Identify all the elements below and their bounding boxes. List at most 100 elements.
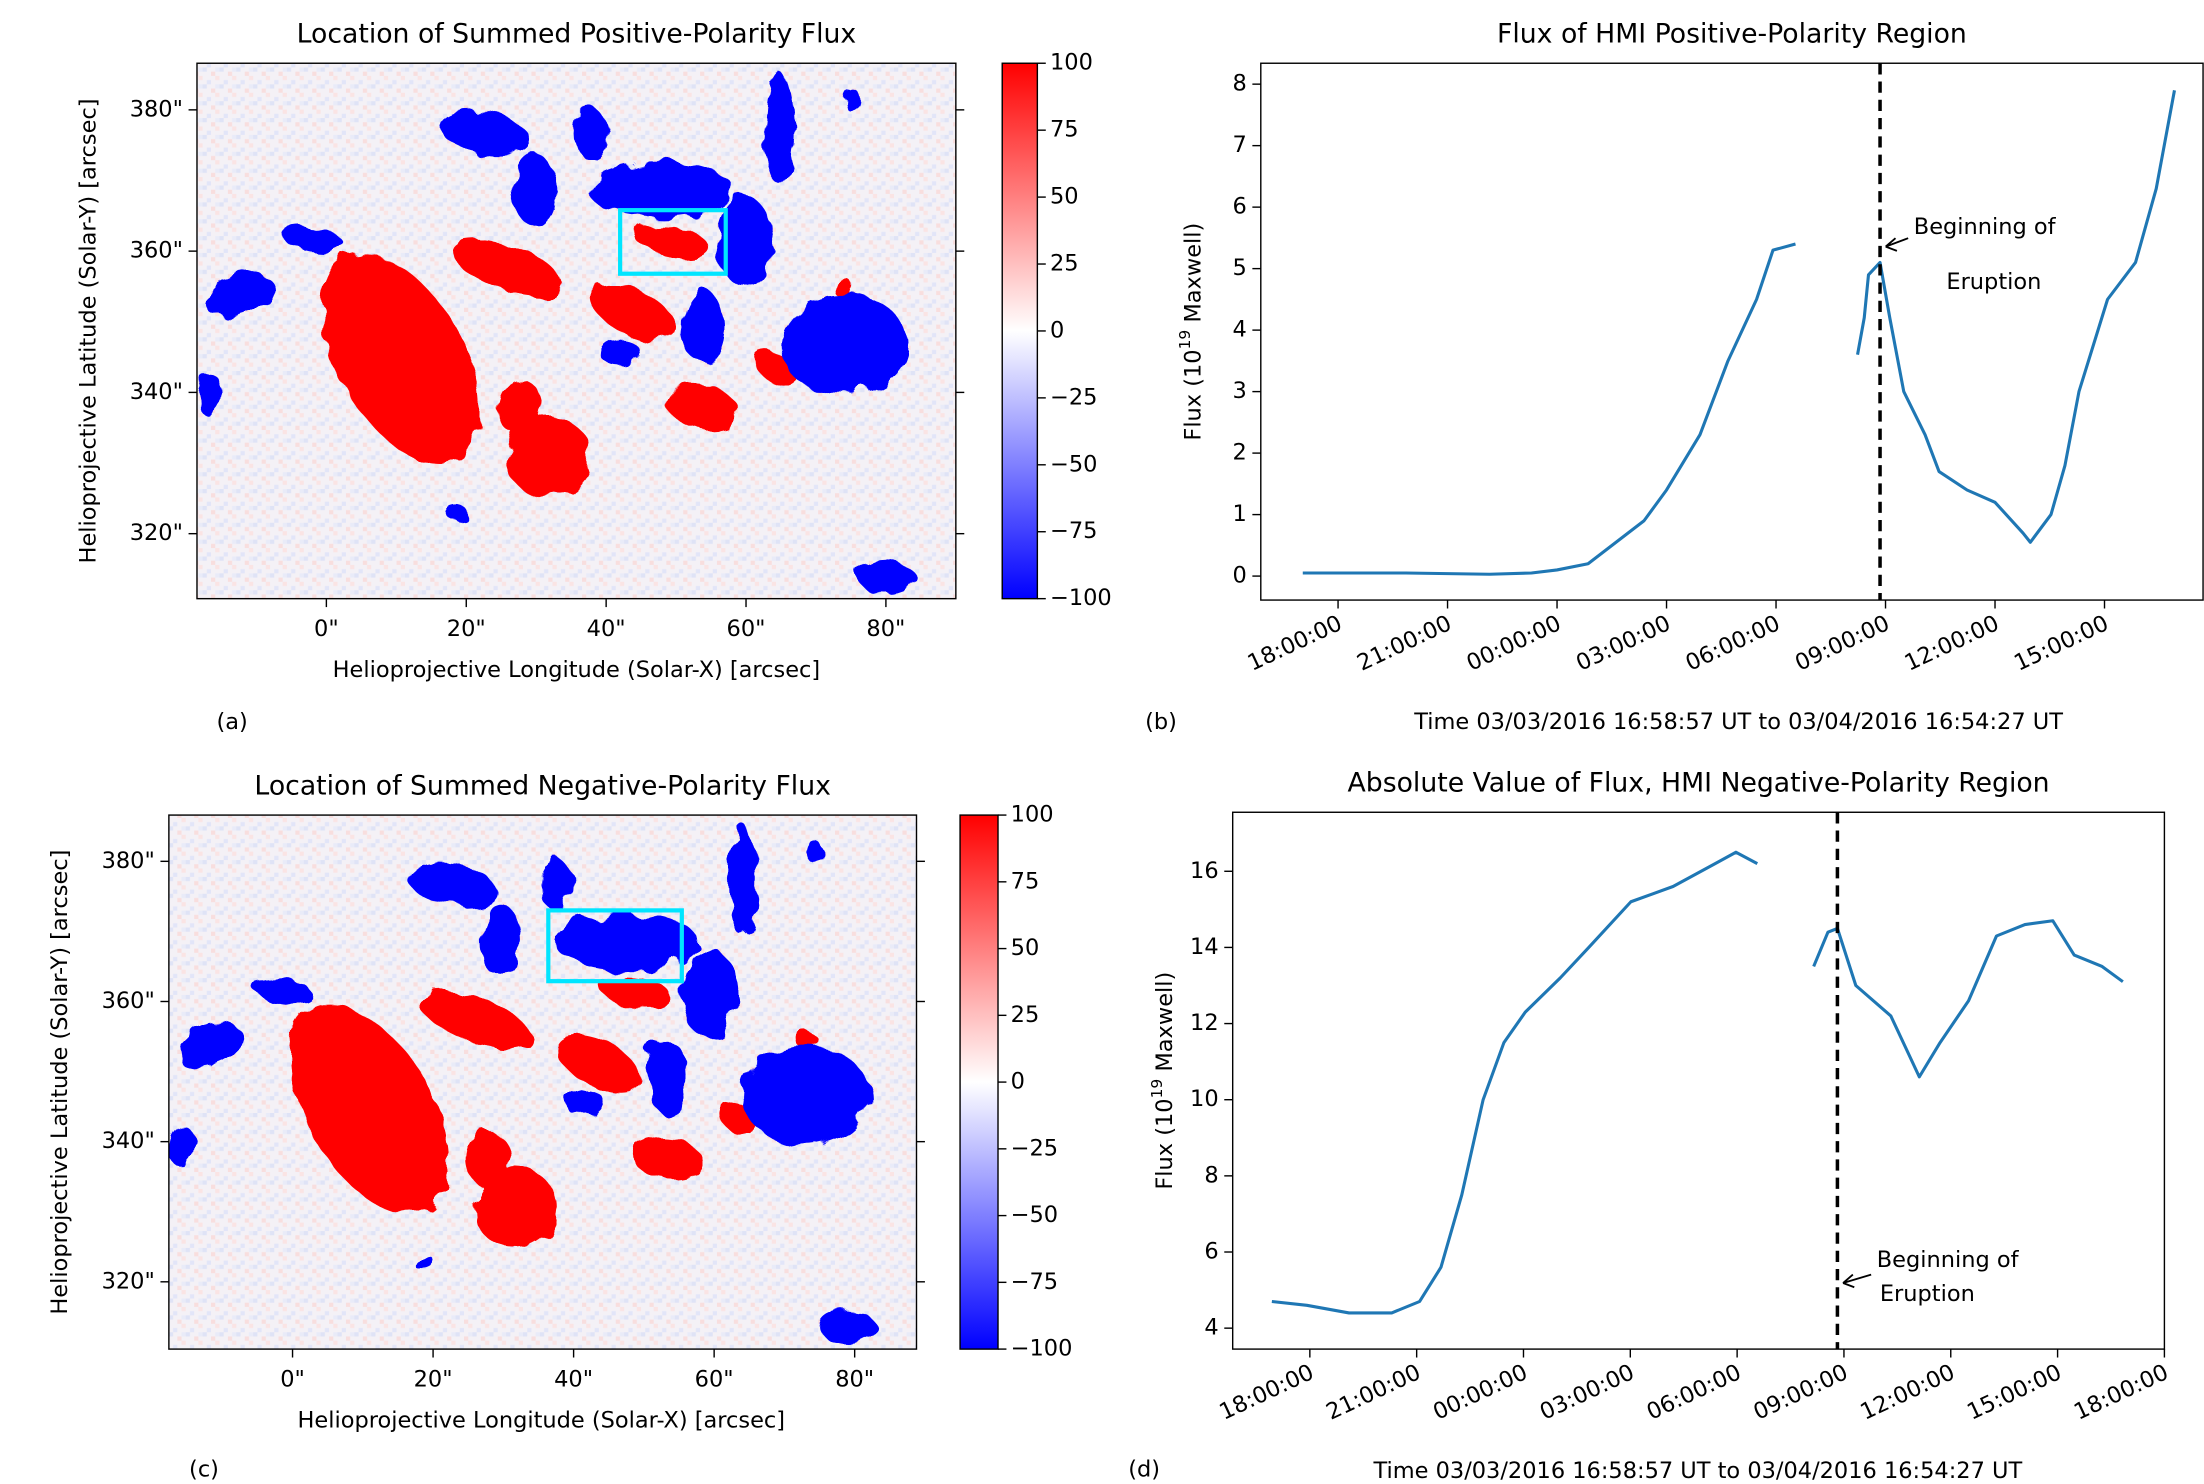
polarity-blob xyxy=(196,375,226,418)
y-tick-label: 10 xyxy=(1190,1086,1219,1112)
polarity-blob xyxy=(716,196,774,287)
polarity-blob xyxy=(473,1168,557,1248)
polarity-regions xyxy=(196,73,914,594)
polarity-blob xyxy=(598,337,639,366)
y-tick-label: 340" xyxy=(102,1128,155,1154)
y-tick-label: 8 xyxy=(1204,1162,1218,1188)
annotation-arrow xyxy=(1885,237,1909,252)
x-tick-label: 15:00:00 xyxy=(2010,610,2112,676)
polarity-blob xyxy=(666,385,740,430)
axes-frame xyxy=(168,814,918,1350)
polarity-blob xyxy=(681,948,737,1038)
panel-label: (d) xyxy=(1128,1456,1160,1482)
x-tick-label: 18:00:00 xyxy=(2070,1359,2172,1425)
y-tick-label: 14 xyxy=(1190,934,1219,960)
x-tick-label: 60" xyxy=(727,616,766,642)
polarity-blob xyxy=(590,284,675,340)
y-tick-label: 3 xyxy=(1232,378,1246,404)
polarity-blob xyxy=(842,87,859,110)
axes-frame xyxy=(196,62,957,600)
colorbar-tick-label: 100 xyxy=(1011,802,1054,828)
polarity-blob xyxy=(413,1256,437,1271)
annotation: Eruption xyxy=(1946,269,2041,295)
y-tick-label: 1 xyxy=(1232,501,1246,527)
polarity-blob xyxy=(729,824,758,938)
polarity-blob xyxy=(601,976,673,1010)
flux-line xyxy=(1302,90,2176,576)
x-tick-label: 06:00:00 xyxy=(1682,610,1784,676)
polarity-blob xyxy=(857,559,914,594)
polarity-blob xyxy=(321,253,481,464)
polarity-blob xyxy=(418,989,529,1048)
y-tick-label: 12 xyxy=(1190,1010,1219,1036)
polarity-regions xyxy=(168,824,875,1344)
polarity-blob xyxy=(794,1030,817,1048)
polarity-blob xyxy=(497,379,543,436)
colorbar-tick-label: 50 xyxy=(1011,935,1040,961)
y-tick-label: 0 xyxy=(1232,563,1246,589)
x-axis-label: Time 03/03/2016 16:58:57 UT to 03/04/201… xyxy=(1372,1458,2022,1484)
colorbar-tick-label: 50 xyxy=(1050,184,1079,210)
y-tick-label: 8 xyxy=(1232,71,1246,97)
polarity-blob xyxy=(252,976,313,1004)
colorbar-tick-label: −50 xyxy=(1011,1202,1058,1228)
y-label-rest: Maxwell) xyxy=(1180,223,1206,330)
polarity-blob xyxy=(465,1130,510,1187)
polarity-blob xyxy=(766,73,795,186)
x-tick-label: 18:00:00 xyxy=(1215,1359,1317,1425)
y-label-text: Flux (10 xyxy=(1152,1098,1178,1189)
y-tick-label: 6 xyxy=(1204,1239,1218,1265)
colorbar-tick-label: 100 xyxy=(1050,50,1093,76)
y-tick-label: 4 xyxy=(1204,1315,1218,1341)
y-axis-label: Helioprojective Latitude (Solar-Y) [arcs… xyxy=(75,98,101,563)
colorbar-tick-label: 0 xyxy=(1050,317,1064,343)
x-tick-label: 15:00:00 xyxy=(1963,1359,2065,1425)
y-tick-label: 360" xyxy=(102,988,155,1014)
colorbar-tick-label: −75 xyxy=(1011,1269,1058,1295)
x-axis-label: Helioprojective Longitude (Solar-X) [arc… xyxy=(298,1407,785,1433)
x-tick-label: 03:00:00 xyxy=(1572,610,1674,676)
y-tick-label: 16 xyxy=(1190,858,1219,884)
polarity-blob xyxy=(635,225,709,259)
polarity-blob xyxy=(804,838,821,862)
y-axis-label: Flux (1019 Maxwell) xyxy=(1147,972,1177,1190)
polarity-blob xyxy=(177,1023,244,1070)
colorbar-tick-label: 75 xyxy=(1011,868,1040,894)
polarity-blob xyxy=(415,1158,449,1187)
colorbar xyxy=(959,814,999,1350)
colorbar xyxy=(1001,62,1039,600)
polarity-blob xyxy=(408,863,497,908)
region-box xyxy=(546,908,684,984)
region-box xyxy=(618,208,728,276)
colorbar-tick-label: −25 xyxy=(1050,384,1097,410)
axes-frame xyxy=(1260,62,2204,601)
x-tick-label: 20" xyxy=(447,616,486,642)
annotation: Beginning of xyxy=(1914,214,2057,240)
x-tick-label: 03:00:00 xyxy=(1536,1359,1638,1425)
polarity-blob xyxy=(832,279,855,297)
y-label-rest: Maxwell) xyxy=(1152,972,1178,1079)
y-tick-label: 2 xyxy=(1232,440,1246,466)
x-tick-label: 0" xyxy=(314,616,339,642)
annotation: Beginning of xyxy=(1877,1247,2020,1273)
colorbar-tick-label: −25 xyxy=(1011,1135,1058,1161)
x-tick-label: 21:00:00 xyxy=(1322,1359,1424,1425)
x-tick-label: 18:00:00 xyxy=(1244,610,1346,676)
x-tick-label: 40" xyxy=(587,616,626,642)
annotation-arrow xyxy=(1842,1273,1872,1289)
chart-title: Absolute Value of Flux, HMI Negative-Pol… xyxy=(1347,768,2049,799)
polarity-blob xyxy=(573,108,608,159)
colorbar-tick-label: −100 xyxy=(1050,585,1112,611)
x-axis-label: Time 03/03/2016 16:58:57 UT to 03/04/201… xyxy=(1413,709,2063,735)
polarity-blob xyxy=(539,859,574,911)
panel-label: (b) xyxy=(1145,709,1177,735)
x-tick-label: 60" xyxy=(695,1367,734,1393)
y-label-exponent: 19 xyxy=(1175,330,1193,350)
x-tick-label: 80" xyxy=(835,1367,874,1393)
polarity-blob xyxy=(445,505,469,520)
x-tick-label: 21:00:00 xyxy=(1353,610,1455,676)
colorbar-tick-label: 75 xyxy=(1050,117,1079,143)
flux-line xyxy=(1271,850,2124,1315)
